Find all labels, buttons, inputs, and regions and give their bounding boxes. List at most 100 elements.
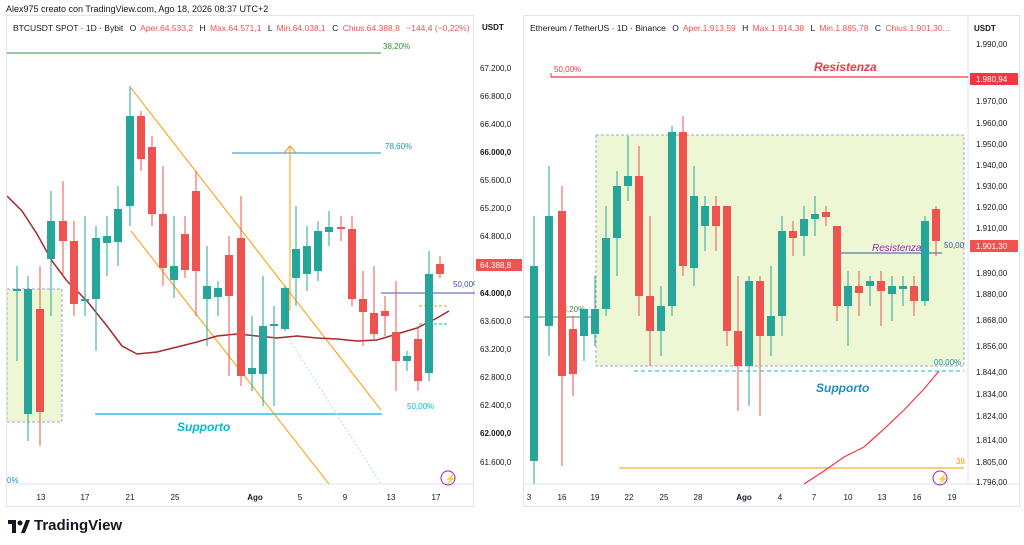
btc-candle[interactable] — [237, 238, 245, 376]
eth-price-tick: 1.856,00 — [976, 342, 1008, 351]
btc-chart-panel[interactable]: BTCUSDT SPOT · 1D · Bybit O Aper.64.533,… — [6, 15, 507, 508]
eth-candle[interactable] — [723, 206, 731, 331]
eth-candle[interactable] — [569, 329, 577, 374]
eth-candle[interactable] — [877, 281, 885, 291]
eth-candle[interactable] — [866, 281, 874, 286]
btc-candle[interactable] — [259, 326, 267, 374]
btc-candle[interactable] — [70, 241, 78, 304]
btc-candle[interactable] — [225, 255, 233, 296]
btc-price-axis-area[interactable]: USDT 67.200,0 66.800,0 66.400,0 66.000,0 65.… — [474, 15, 523, 507]
eth-candle[interactable] — [910, 286, 918, 301]
eth-candle[interactable] — [679, 132, 687, 266]
btc-candle[interactable] — [36, 309, 44, 412]
btc-candle[interactable] — [281, 288, 289, 329]
btc-channel-lower[interactable] — [130, 230, 330, 485]
btc-candle[interactable] — [13, 289, 21, 291]
eth-candle[interactable] — [646, 296, 654, 331]
btc-candle[interactable] — [159, 214, 167, 268]
btc-candle[interactable] — [414, 339, 422, 381]
eth-candle[interactable] — [545, 216, 553, 326]
eth-chart-panel[interactable]: Ethereum / TetherUS · 1D · Binance O Ape… — [523, 15, 1021, 508]
eth-candle[interactable] — [811, 214, 819, 219]
btc-candle[interactable] — [348, 229, 356, 299]
btc-candle[interactable] — [214, 288, 222, 297]
btc-candle[interactable] — [81, 299, 89, 301]
eth-candle[interactable] — [530, 266, 538, 461]
eth-candle[interactable] — [580, 309, 588, 336]
btc-candle[interactable] — [381, 311, 389, 316]
btc-candle[interactable] — [425, 274, 433, 373]
btc-candle[interactable] — [325, 227, 333, 232]
btc-candle[interactable] — [370, 313, 378, 334]
btc-candle[interactable] — [403, 356, 411, 361]
btc-chart-svg[interactable]: BTCUSDT SPOT · 1D · Bybit O Aper.64.533,… — [6, 16, 507, 508]
eth-price-axis[interactable]: 1.990,00 1.970,00 1.960,00 1.950,00 1.940,00… — [976, 40, 1008, 487]
eth-candle[interactable] — [888, 286, 896, 294]
eth-candle[interactable] — [800, 219, 808, 236]
eth-candle[interactable] — [690, 196, 698, 268]
btc-candle[interactable] — [292, 249, 300, 278]
eth-moving-average[interactable] — [803, 370, 940, 485]
eth-price-tick: 1.930,00 — [976, 182, 1008, 191]
eth-alert-icon[interactable] — [932, 470, 948, 486]
btc-alert-icon[interactable] — [440, 470, 456, 486]
eth-candle[interactable] — [712, 206, 720, 226]
btc-candle[interactable] — [337, 227, 345, 229]
eth-candle[interactable] — [789, 231, 797, 238]
eth-candle[interactable] — [767, 316, 775, 336]
eth-candle[interactable] — [635, 176, 643, 296]
eth-time-tick: 16 — [913, 493, 922, 502]
eth-candle[interactable] — [921, 221, 929, 301]
eth-candle[interactable] — [745, 281, 753, 366]
eth-candle[interactable] — [558, 211, 566, 376]
btc-candle[interactable] — [47, 221, 55, 259]
btc-candle[interactable] — [59, 221, 67, 241]
btc-candle[interactable] — [314, 231, 322, 271]
btc-candle[interactable] — [148, 147, 156, 214]
btc-candle[interactable] — [270, 324, 278, 326]
btc-candles[interactable] — [13, 86, 444, 446]
eth-candle[interactable] — [833, 226, 841, 306]
tradingview-logo[interactable]: TradingView — [8, 517, 122, 534]
btc-candle[interactable] — [436, 264, 444, 274]
chart-credit: Alex975 creato con TradingView.com, Ago … — [6, 4, 269, 14]
btc-candle[interactable] — [181, 234, 189, 270]
eth-candle[interactable] — [822, 212, 830, 217]
btc-candle[interactable] — [92, 238, 100, 299]
eth-candle[interactable] — [899, 286, 907, 289]
btc-moving-average[interactable] — [6, 195, 450, 355]
btc-candle[interactable] — [170, 266, 178, 280]
eth-candle[interactable] — [778, 231, 786, 316]
btc-time-axis[interactable]: 13 17 21 25 Ago 5 9 13 17 — [37, 493, 441, 502]
eth-time-axis[interactable]: 3 16 19 22 25 28 Ago 4 7 10 13 16 19 — [527, 493, 957, 502]
eth-candle[interactable] — [602, 238, 610, 309]
btc-candle[interactable] — [114, 209, 122, 242]
btc-candle[interactable] — [137, 116, 145, 159]
eth-candle[interactable] — [591, 309, 599, 334]
btc-candle[interactable] — [359, 299, 367, 312]
eth-candle[interactable] — [855, 286, 863, 293]
btc-candle[interactable] — [103, 236, 111, 243]
eth-candle[interactable] — [668, 132, 676, 306]
eth-candle[interactable] — [701, 206, 709, 226]
btc-channel-upper[interactable] — [130, 87, 382, 411]
btc-candle[interactable] — [203, 286, 211, 299]
btc-candle[interactable] — [126, 116, 134, 206]
btc-candle[interactable] — [24, 289, 32, 414]
eth-candle[interactable] — [932, 209, 940, 241]
btc-candle[interactable] — [248, 368, 256, 374]
eth-candle[interactable] — [734, 331, 742, 366]
eth-candle[interactable] — [624, 176, 632, 186]
eth-candles[interactable] — [530, 116, 940, 484]
eth-candle[interactable] — [657, 306, 665, 331]
btc-candle[interactable] — [192, 191, 200, 271]
eth-candle[interactable] — [844, 286, 852, 306]
btc-fib-low-label: 50,00% — [407, 402, 434, 411]
btc-support-zone[interactable] — [6, 288, 63, 423]
btc-candle[interactable] — [392, 332, 400, 361]
eth-candle[interactable] — [613, 186, 621, 238]
eth-chart-svg[interactable]: Ethereum / TetherUS · 1D · Binance O Ape… — [524, 16, 1021, 508]
svg-text:BTCUSDT SPOT · 1D · Bybit: BTCUSDT SPOT · 1D · Bybit O Aper.64.533,… — [13, 23, 470, 33]
btc-candle[interactable] — [303, 246, 311, 274]
eth-candle[interactable] — [756, 281, 764, 336]
